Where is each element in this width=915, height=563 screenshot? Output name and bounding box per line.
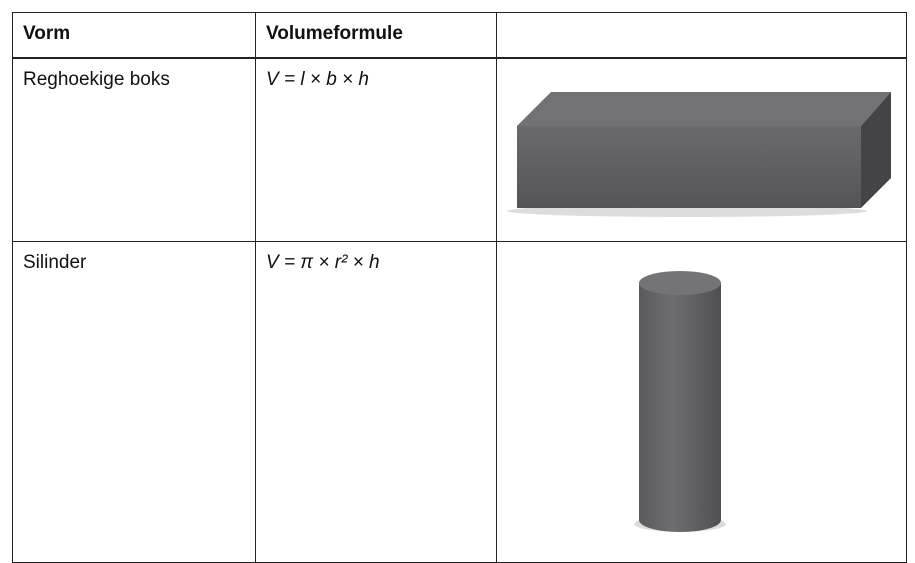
header-cell: Vorm: [12, 12, 256, 59]
header-cell: [496, 12, 907, 59]
shape-name: Reghoekige boks: [12, 57, 256, 242]
image-cell: [496, 57, 907, 242]
formula: V = π × r² × h: [255, 241, 497, 563]
cylinder-illustration: [634, 271, 726, 532]
box-illustration: [507, 92, 891, 217]
page: Vorm Volumeformule Reghoekige boks V = l…: [12, 12, 907, 563]
shape-name: Silinder: [12, 241, 256, 563]
image-cell: [496, 241, 907, 563]
table-row: Silinder V = π × r² × h: [12, 241, 907, 563]
header-cell: Volumeformule: [255, 12, 497, 59]
volume-table: Vorm Volumeformule Reghoekige boks V = l…: [12, 12, 907, 563]
header-row: Vorm Volumeformule: [12, 12, 907, 59]
formula: V = l × b × h: [255, 57, 497, 242]
table-row: Reghoekige boks V = l × b × h: [12, 57, 907, 242]
